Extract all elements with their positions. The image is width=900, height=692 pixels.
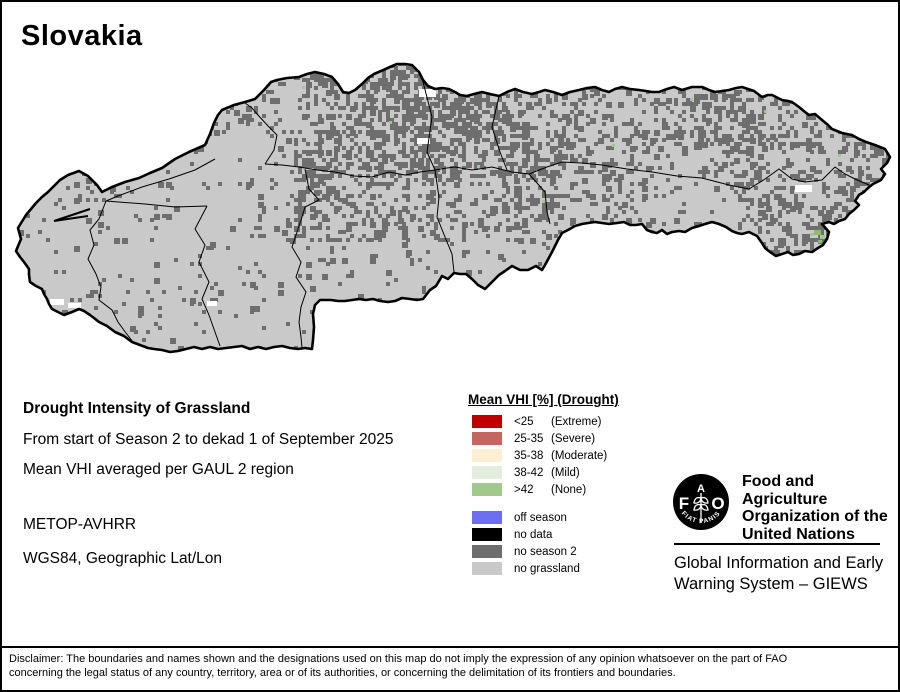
map-sensor: METOP-AVHRR	[23, 516, 137, 533]
legend-label: off season	[514, 511, 567, 524]
legend-row: no season 2	[472, 543, 580, 560]
legend-row: 25-35 (Severe)	[472, 430, 607, 447]
svg-text:A: A	[697, 483, 705, 495]
page-title: Slovakia	[21, 20, 143, 52]
legend-row: 38-42 (Mild)	[472, 464, 607, 481]
legend-label: (None)	[551, 483, 587, 496]
fao-org-line: Organization of the	[742, 508, 888, 525]
fao-org-line: Food and Agriculture	[742, 473, 828, 508]
legend-label: no data	[514, 528, 553, 541]
giews-line: Warning System – GIEWS	[674, 575, 868, 593]
map-projection: WGS84, Geographic Lat/Lon	[23, 550, 223, 567]
legend-range: <25	[514, 415, 534, 428]
legend-range: >42	[514, 483, 534, 496]
giews-name: Global Information and Early Warning Sys…	[674, 553, 883, 595]
legend-row: >42 (None)	[472, 481, 607, 498]
svg-text:F: F	[679, 494, 689, 513]
legend-label: (Mild)	[551, 466, 580, 479]
map-patches	[50, 86, 841, 308]
disclaimer-line: concerning the legal status of any count…	[9, 666, 676, 679]
country-border	[14, 62, 892, 354]
disclaimer: Disclaimer: The boundaries and names sho…	[2, 646, 898, 690]
legend-swatch-no-grassland	[472, 562, 502, 575]
giews-line: Global Information and Early	[674, 554, 884, 572]
fao-org-name: Food and Agriculture Organization of the…	[742, 473, 898, 543]
legend-swatch-moderate	[472, 449, 502, 462]
legend-swatch-none	[472, 483, 502, 496]
legend-label: no grassland	[514, 562, 580, 575]
legend-row: <25 (Extreme)	[472, 413, 607, 430]
legend-label: (Extreme)	[551, 415, 602, 428]
legend-row: 35-38 (Moderate)	[472, 447, 607, 464]
map-subtitle: Drought Intensity of Grassland	[23, 400, 251, 417]
brand-divider	[674, 543, 880, 545]
fao-org-line: United Nations	[742, 525, 855, 543]
legend-row: off season	[472, 509, 580, 526]
legend-row: no grassland	[472, 560, 580, 577]
legend-swatch-off-season	[472, 511, 502, 524]
disclaimer-line: Disclaimer: The boundaries and names sho…	[9, 653, 788, 665]
region-boundaries	[87, 73, 870, 349]
map-period: From start of Season 2 to dekad 1 of Sep…	[23, 431, 394, 448]
legend-row: no data	[472, 526, 580, 543]
legend-label: (Moderate)	[551, 449, 608, 462]
legend-label: no season 2	[514, 545, 577, 558]
legend-swatch-mild	[472, 466, 502, 479]
border-notch	[53, 208, 91, 222]
legend-swatch-severe	[472, 432, 502, 445]
legend-swatch-no-season2	[472, 545, 502, 558]
fao-logo-icon: A F O FIAT PANIS	[673, 474, 729, 530]
legend-title: Mean VHI [%] (Drought)	[468, 392, 619, 407]
no-season2-raster	[16, 64, 890, 352]
legend-range: 38-42	[514, 466, 544, 479]
legend-other-classes: off season no data no season 2 no grassl…	[472, 509, 580, 577]
legend-swatch-extreme	[472, 415, 502, 428]
legend-drought-classes: <25 (Extreme) 25-35 (Severe) 35-38 (Mode…	[472, 413, 607, 498]
legend-swatch-no-data	[472, 528, 502, 541]
legend-label: (Severe)	[551, 432, 596, 445]
svg-text:O: O	[711, 494, 724, 513]
slovakia-drought-map	[14, 62, 892, 354]
legend-range: 35-38	[514, 449, 544, 462]
map-aggregation: Mean VHI averaged per GAUL 2 region	[23, 461, 294, 478]
legend-range: 25-35	[514, 432, 544, 445]
